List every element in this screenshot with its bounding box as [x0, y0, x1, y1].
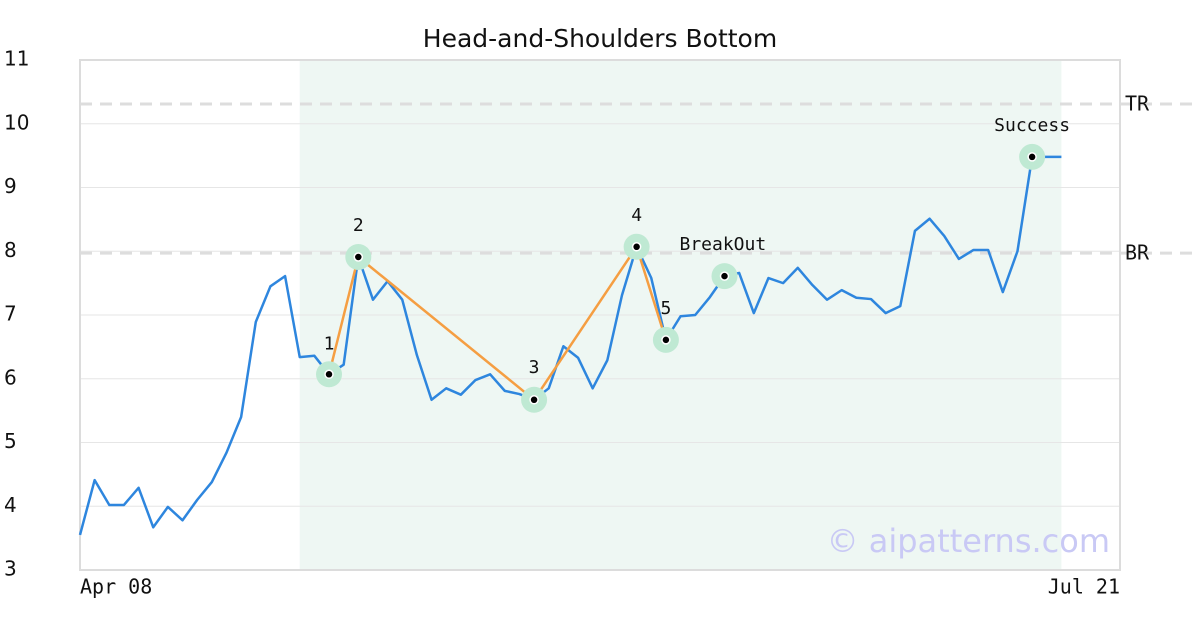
- point-label: 1: [324, 333, 335, 354]
- point-dot: [529, 395, 539, 405]
- point-dot: [1027, 152, 1037, 162]
- y-tick-label: 8: [4, 238, 17, 262]
- point-label: 2: [353, 215, 364, 236]
- y-tick-label: 11: [4, 47, 29, 71]
- point-label: Success: [994, 115, 1070, 136]
- point-label: 3: [529, 357, 540, 378]
- y-tick-label: 3: [4, 557, 17, 581]
- point-label: 4: [631, 205, 642, 226]
- point-dot: [324, 369, 334, 380]
- y-tick-label: 7: [4, 302, 17, 326]
- point-label: 5: [660, 298, 671, 319]
- chart-title: Head-and-Shoulders Bottom: [423, 24, 777, 53]
- y-tick-label: 10: [4, 110, 29, 134]
- y-tick-label: 4: [4, 493, 17, 517]
- x-tick-label: Jul 21: [1048, 575, 1120, 599]
- point-dot: [719, 271, 730, 281]
- point-dot: [661, 335, 671, 345]
- level-label: BR: [1125, 241, 1150, 265]
- y-tick-label: 9: [4, 174, 17, 198]
- point-dot: [631, 242, 642, 252]
- y-tick-label: 6: [4, 365, 17, 389]
- x-tick-label: Apr 08: [80, 575, 152, 599]
- point-label: BreakOut: [680, 234, 767, 255]
- y-tick-label: 5: [4, 429, 17, 453]
- plot-border: [79, 59, 1121, 571]
- watermark: © aipatterns.com: [827, 522, 1110, 560]
- point-dot: [353, 252, 364, 262]
- price-line: [78, 155, 1062, 536]
- level-label: TR: [1125, 91, 1150, 115]
